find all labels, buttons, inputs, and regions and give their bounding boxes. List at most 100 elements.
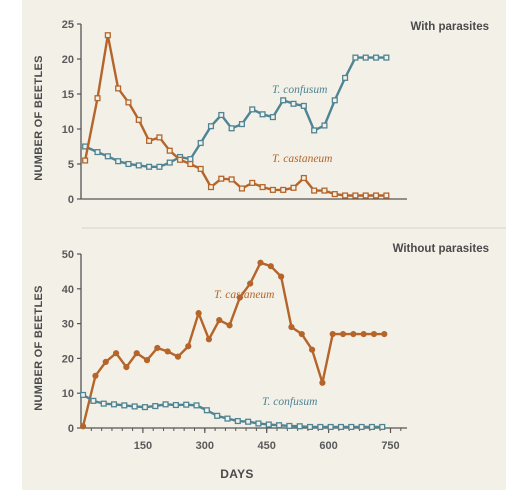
data-point: [373, 54, 380, 61]
data-point: [214, 412, 221, 419]
y-tick-label: 15: [62, 89, 74, 101]
data-point: [331, 97, 338, 104]
data-point: [383, 192, 390, 199]
data-point: [94, 149, 101, 156]
bottom-panel: 0 10 20 30 40 50 150 300 450 600 750 T. castaneum T.…: [62, 249, 407, 452]
x-tick-label: 600: [319, 440, 337, 452]
chart-svg: With parasites Without parasites NUMBER …: [33, 19, 506, 481]
data-point: [133, 350, 140, 357]
data-point: [249, 106, 256, 113]
series-label: T. confusum: [272, 84, 327, 96]
data-point: [288, 323, 295, 331]
data-point: [238, 185, 245, 192]
data-point: [321, 122, 328, 129]
data-point: [311, 187, 318, 194]
data-point: [311, 127, 318, 134]
top-y-axis-title: NUMBER OF BEETLES: [33, 55, 45, 181]
series-line: [81, 261, 385, 427]
data-point: [300, 174, 307, 182]
data-point: [329, 330, 336, 338]
data-point: [176, 156, 184, 163]
data-point: [187, 160, 194, 168]
data-point: [360, 330, 367, 338]
data-point: [245, 418, 252, 425]
data-point: [236, 294, 243, 301]
data-point: [269, 186, 276, 193]
data-point: [368, 423, 375, 431]
data-point: [352, 192, 359, 199]
data-point: [308, 346, 316, 353]
data-point: [319, 379, 326, 386]
data-point: [259, 184, 266, 191]
data-point: [203, 407, 210, 414]
data-point: [90, 397, 97, 404]
data-point: [280, 186, 287, 193]
data-point: [185, 343, 192, 350]
bottom-panel-title: Without parasites: [393, 243, 489, 255]
y-tick-label: 10: [62, 388, 74, 400]
x-tick-label: 450: [258, 440, 276, 452]
y-tick-label: 0: [68, 194, 74, 206]
data-point: [216, 317, 223, 324]
data-point: [228, 176, 235, 183]
data-point: [278, 273, 285, 280]
data-point: [135, 162, 142, 169]
y-tick-label: 20: [62, 54, 74, 66]
data-point: [362, 54, 369, 61]
y-tick-label: 0: [68, 423, 74, 435]
data-point: [207, 123, 215, 130]
data-point: [300, 102, 307, 109]
y-tick-label: 25: [62, 19, 74, 31]
data-point: [156, 134, 163, 141]
series-line: [84, 56, 387, 169]
data-point: [82, 157, 89, 164]
data-point: [331, 191, 338, 198]
data-point: [373, 192, 380, 199]
data-point: [238, 121, 245, 128]
data-point: [337, 423, 345, 431]
data-point: [174, 353, 182, 360]
data-point: [115, 85, 122, 92]
data-point: [104, 32, 111, 39]
bottom-y-axis-title: NUMBER OF BEETLES: [33, 285, 45, 411]
series-label: T. castaneum: [214, 289, 274, 301]
data-point: [280, 97, 287, 104]
figure: With parasites Without parasites NUMBER …: [22, 0, 506, 490]
data-point: [249, 179, 256, 186]
data-point: [172, 401, 179, 409]
data-point: [146, 163, 153, 170]
data-point: [156, 163, 163, 170]
data-point: [115, 158, 122, 165]
data-point: [342, 192, 349, 199]
data-point: [141, 404, 149, 411]
data-point: [110, 401, 118, 408]
data-point: [286, 422, 293, 429]
data-point: [205, 336, 213, 343]
data-point: [218, 111, 225, 119]
data-point: [226, 322, 233, 329]
data-point: [296, 423, 303, 430]
data-point: [80, 391, 87, 398]
x-tick-label: 150: [134, 440, 152, 452]
data-point: [290, 184, 297, 191]
data-point: [166, 147, 173, 154]
data-point: [358, 423, 365, 431]
series-line: [83, 34, 387, 197]
data-point: [123, 364, 130, 371]
data-point: [197, 165, 204, 172]
data-point: [317, 423, 324, 431]
data-point: [125, 99, 132, 106]
data-point: [259, 111, 266, 118]
data-point: [350, 330, 357, 338]
data-point: [342, 74, 349, 81]
data-point: [234, 417, 241, 425]
data-point: [102, 358, 109, 365]
data-point: [247, 280, 254, 287]
data-point: [146, 137, 153, 144]
y-tick-label: 40: [62, 284, 74, 296]
data-point: [121, 402, 128, 409]
x-tick-label: 750: [381, 440, 399, 452]
data-point: [379, 423, 386, 431]
data-point: [257, 259, 264, 266]
data-point: [152, 403, 159, 410]
